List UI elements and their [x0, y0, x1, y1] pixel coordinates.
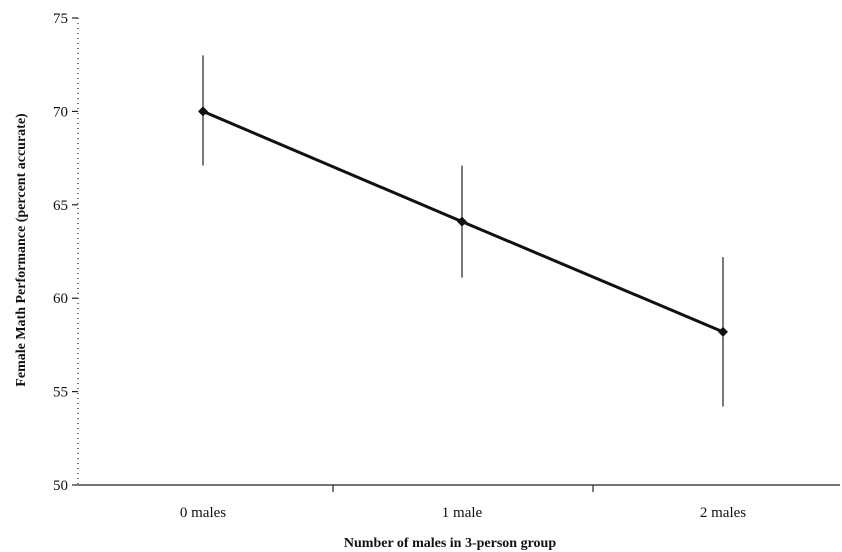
- y-tick-label: 55: [53, 385, 68, 401]
- y-tick-label: 65: [53, 198, 68, 214]
- data-point: [718, 326, 728, 337]
- data-series: [198, 106, 728, 337]
- x-axis-title: Number of males in 3-person group: [344, 536, 556, 551]
- error-bars: [202, 55, 724, 407]
- x-tick-label: 2 males: [700, 505, 746, 521]
- y-axis-title: Female Math Performance (percent accurat…: [14, 113, 29, 387]
- y-tick-label: 60: [53, 291, 68, 307]
- y-tick-label: 75: [53, 11, 68, 27]
- x-tick-label: 1 male: [442, 505, 483, 521]
- y-tick-label: 70: [53, 104, 68, 120]
- data-point: [457, 216, 467, 227]
- x-tick-label: 0 males: [180, 505, 226, 521]
- y-tick-label: 50: [53, 478, 68, 494]
- x-axis: 0 males 1 male 2 males: [78, 484, 840, 521]
- data-point: [198, 106, 208, 117]
- y-axis: 50 55 60 65 70 75: [53, 11, 79, 494]
